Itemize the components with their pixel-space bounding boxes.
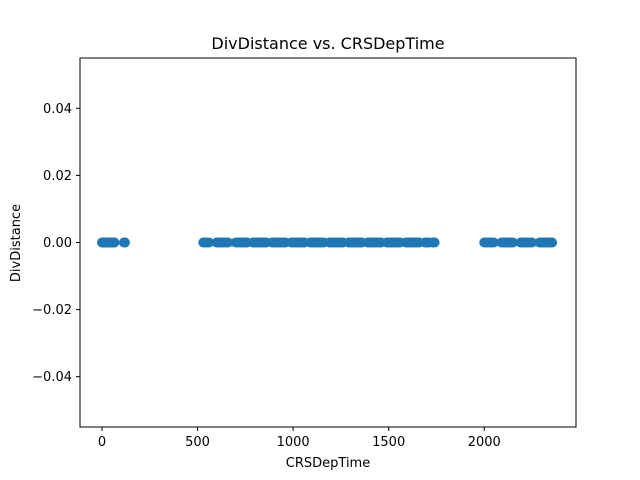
data-point bbox=[547, 237, 558, 248]
y-tick-label: −0.02 bbox=[32, 303, 72, 318]
y-axis: −0.04 −0.02 0.00 0.02 0.04 bbox=[32, 102, 80, 385]
x-tick-label: 0 bbox=[98, 435, 106, 450]
x-tick-label: 1000 bbox=[277, 435, 310, 450]
data-point bbox=[488, 237, 499, 248]
x-tick-label: 500 bbox=[185, 435, 210, 450]
y-axis-label: DivDistance bbox=[9, 204, 24, 282]
chart-title: DivDistance vs. CRSDepTime bbox=[211, 34, 444, 53]
x-axis-label: CRSDepTime bbox=[286, 456, 370, 471]
points-layer bbox=[96, 237, 558, 248]
data-point bbox=[429, 237, 440, 248]
data-point bbox=[527, 237, 538, 248]
y-tick-label: 0.02 bbox=[43, 169, 72, 184]
x-tick-label: 2000 bbox=[468, 435, 501, 450]
y-tick-label: −0.04 bbox=[32, 370, 72, 385]
data-point bbox=[109, 237, 120, 248]
data-point bbox=[507, 237, 518, 248]
y-tick-label: 0.00 bbox=[43, 236, 72, 251]
data-point bbox=[223, 237, 234, 248]
y-tick-label: 0.04 bbox=[43, 102, 72, 117]
data-point bbox=[119, 237, 130, 248]
data-point bbox=[204, 237, 215, 248]
x-tick-label: 1500 bbox=[372, 435, 405, 450]
x-axis: 0 500 1000 1500 2000 bbox=[98, 427, 501, 450]
